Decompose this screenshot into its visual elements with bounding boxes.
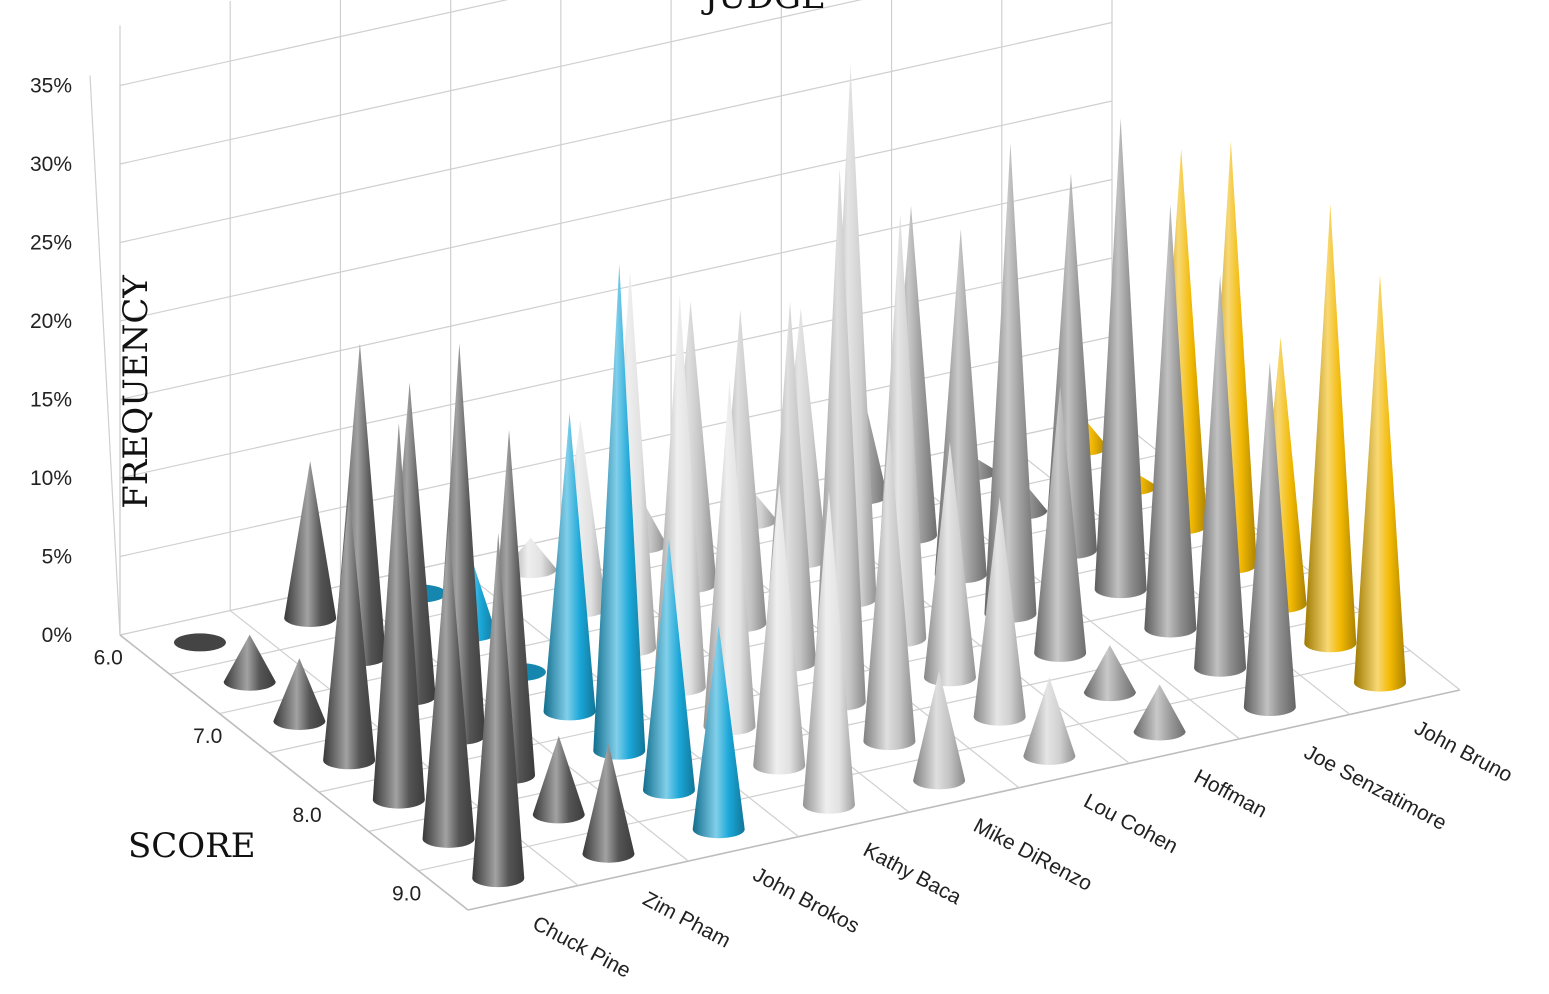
judge-label: Lou Cohen bbox=[1080, 790, 1182, 859]
floor-gridline bbox=[467, 689, 1461, 911]
frequency-tick-label: 35% bbox=[30, 75, 72, 98]
score-axis-title: SCORE bbox=[128, 826, 256, 866]
judge-label: Mike DiRenzo bbox=[970, 814, 1096, 896]
floor-gridline bbox=[119, 634, 469, 911]
cone-mark bbox=[173, 633, 226, 652]
cone-mark bbox=[802, 490, 855, 814]
cone-mark bbox=[1304, 203, 1357, 653]
score-tick-label: 8.0 bbox=[293, 804, 322, 827]
frequency-tick-label: 25% bbox=[30, 232, 72, 255]
cone-mark bbox=[273, 658, 326, 730]
cone-mark bbox=[1144, 204, 1197, 638]
frequency-tick-label: 10% bbox=[30, 467, 72, 490]
back-wall-gridline bbox=[119, 100, 1113, 322]
frequency-tick-label: 5% bbox=[42, 546, 72, 569]
judge-label: Chuck Pine bbox=[529, 912, 635, 983]
cone-mark bbox=[692, 625, 745, 839]
judge-label: Joe Senzatimore bbox=[1300, 741, 1450, 835]
chart-cones bbox=[173, 64, 1407, 888]
score-tick-label: 7.0 bbox=[193, 725, 222, 748]
cone-mark bbox=[642, 538, 695, 799]
judge-label: John Brokos bbox=[749, 863, 863, 938]
cone-mark bbox=[472, 532, 525, 888]
judge-label: Zim Pham bbox=[639, 887, 734, 952]
cone-mark bbox=[1194, 275, 1247, 677]
cone-mark bbox=[1094, 118, 1147, 599]
cone-mark bbox=[913, 670, 966, 790]
cone-mark bbox=[323, 493, 376, 770]
cone-mark bbox=[543, 413, 596, 721]
cone-mark bbox=[863, 427, 916, 751]
back-wall-gridline bbox=[119, 21, 1113, 244]
cone-mark bbox=[532, 735, 585, 824]
cone-mark bbox=[1243, 361, 1296, 717]
cone-mark bbox=[1133, 684, 1186, 741]
cone-mark bbox=[753, 482, 806, 775]
score-tick-label: 6.0 bbox=[94, 647, 123, 670]
frequency-axis-title: FREQUENCY bbox=[116, 275, 156, 509]
back-wall-gridline bbox=[119, 178, 1113, 401]
cone-mark bbox=[923, 441, 976, 687]
frequency-tick-label: 0% bbox=[42, 624, 72, 647]
judge-label: Hoffman bbox=[1190, 765, 1271, 822]
cone-mark bbox=[1034, 385, 1087, 662]
cone-mark bbox=[973, 496, 1026, 726]
cone-mark bbox=[1083, 645, 1136, 702]
back-wall-gridline bbox=[119, 0, 863, 165]
cone-mark bbox=[1023, 677, 1076, 765]
cone-mark bbox=[1354, 274, 1407, 692]
back-wall-gridline bbox=[119, 0, 509, 87]
judge-label: John Bruno bbox=[1411, 716, 1517, 787]
cone-mark bbox=[223, 634, 276, 691]
score-tick-label: 9.0 bbox=[392, 882, 421, 905]
judge-label: Kathy Baca bbox=[859, 839, 965, 910]
floor-gridline bbox=[368, 610, 1361, 833]
left-wall-edge bbox=[89, 75, 121, 636]
cone-mark bbox=[593, 263, 646, 760]
cone-mark bbox=[372, 422, 425, 809]
floor-gridline bbox=[418, 650, 1411, 872]
chart-title: JUDGE bbox=[701, 0, 826, 17]
cone-mark bbox=[284, 460, 337, 627]
cone-mark bbox=[582, 743, 635, 863]
frequency-tick-label: 20% bbox=[30, 310, 72, 333]
frequency-tick-label: 30% bbox=[30, 153, 72, 176]
cone-mark bbox=[984, 142, 1037, 623]
frequency-tick-label: 15% bbox=[30, 389, 72, 412]
cone-mark bbox=[422, 524, 475, 848]
